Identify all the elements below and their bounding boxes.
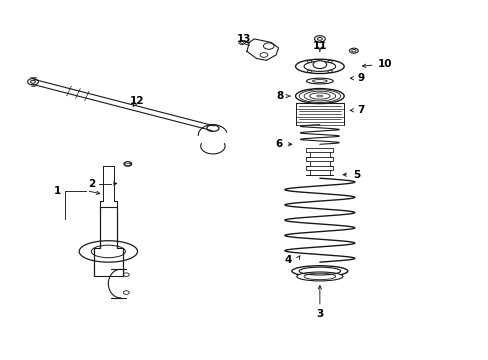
Text: 8: 8	[275, 91, 283, 101]
Text: 11: 11	[312, 41, 326, 51]
Text: 10: 10	[378, 59, 392, 69]
Text: 4: 4	[284, 255, 291, 265]
Text: 2: 2	[87, 179, 95, 189]
Ellipse shape	[304, 62, 335, 71]
Text: 3: 3	[316, 309, 323, 319]
Ellipse shape	[312, 61, 326, 68]
Ellipse shape	[296, 272, 342, 281]
Text: 13: 13	[237, 34, 251, 44]
Text: 9: 9	[357, 73, 364, 83]
Ellipse shape	[295, 59, 344, 73]
Ellipse shape	[291, 266, 347, 276]
Text: 12: 12	[130, 96, 144, 107]
Text: 5: 5	[352, 170, 359, 180]
Text: 6: 6	[274, 139, 282, 149]
Ellipse shape	[295, 89, 344, 104]
Text: 1: 1	[54, 186, 61, 196]
Ellipse shape	[306, 78, 332, 84]
Text: 7: 7	[357, 105, 364, 115]
